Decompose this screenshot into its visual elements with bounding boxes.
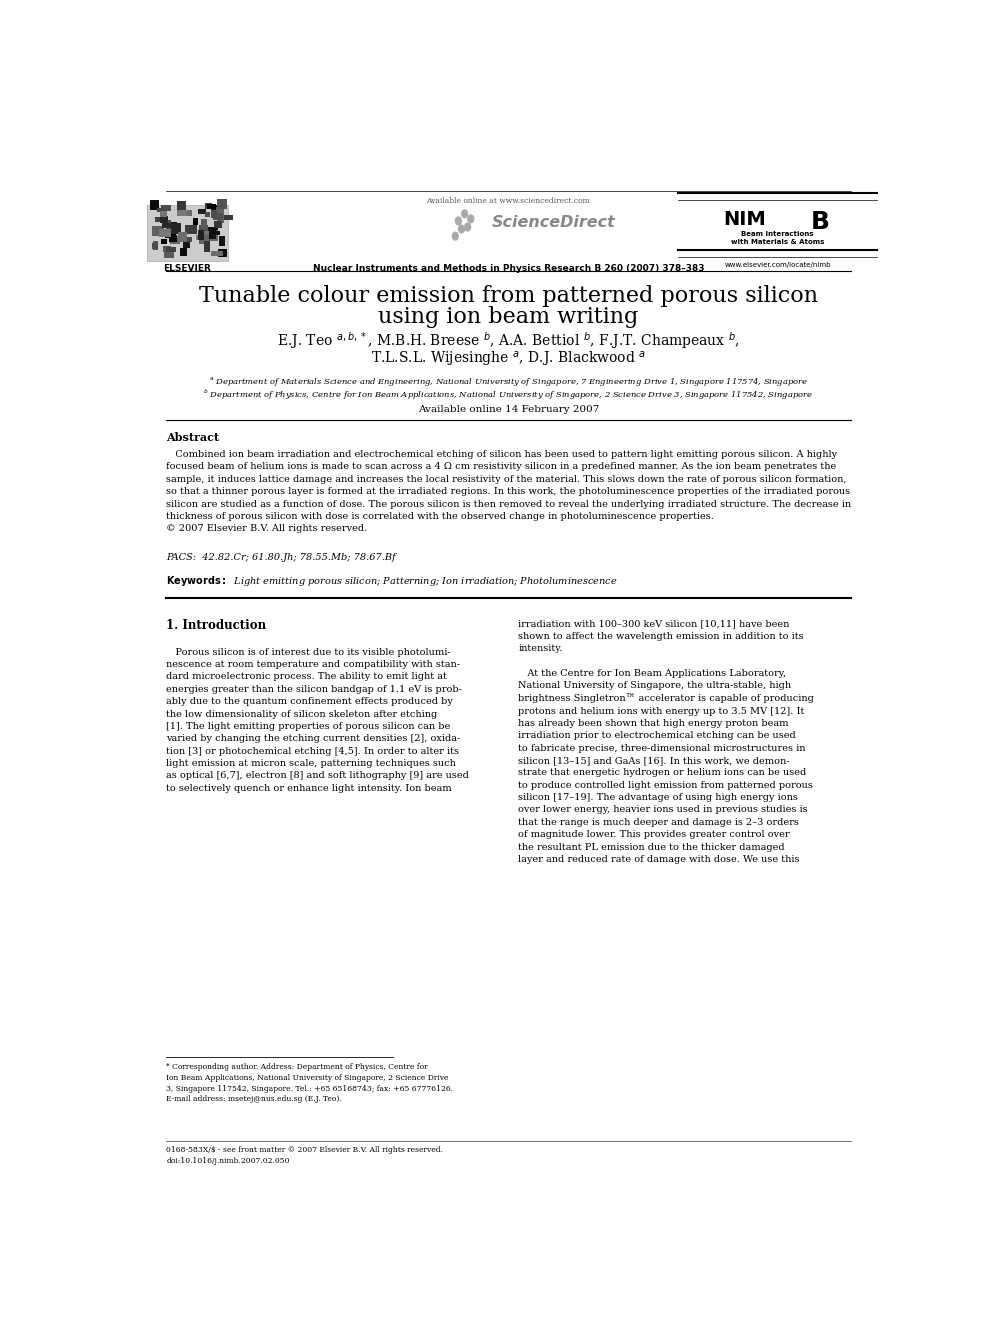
Text: $^{a}$ Department of Materials Science and Engineering, National University of S: $^{a}$ Department of Materials Science a… [208, 374, 808, 388]
Bar [198, 233, 209, 238]
Bar [204, 202, 212, 209]
Bar [217, 212, 224, 224]
Text: Nuclear Instruments and Methods in Physics Research B 260 (2007) 378–383: Nuclear Instruments and Methods in Physi… [312, 263, 704, 273]
Circle shape [452, 233, 458, 239]
Text: $^{b}$ Department of Physics, Centre for Ion Beam Applications, National Univers: $^{b}$ Department of Physics, Centre for… [203, 388, 813, 402]
Text: Tunable colour emission from patterned porous silicon: Tunable colour emission from patterned p… [199, 284, 817, 307]
Bar [162, 205, 171, 212]
Text: T.L.S.L. Wijesinghe $^{a}$, D.J. Blackwood $^{a}$: T.L.S.L. Wijesinghe $^{a}$, D.J. Blackwo… [371, 351, 646, 369]
Bar [164, 250, 175, 258]
Bar [183, 239, 189, 249]
Bar [161, 239, 167, 243]
Text: Beam Interactions: Beam Interactions [741, 232, 813, 237]
Bar [160, 212, 167, 217]
Bar [156, 217, 164, 222]
Bar [172, 222, 181, 234]
Bar [171, 222, 178, 233]
Bar [218, 249, 227, 258]
Circle shape [468, 216, 473, 222]
Text: with Materials & Atoms: with Materials & Atoms [731, 239, 824, 245]
Bar [197, 209, 205, 214]
Bar [160, 217, 168, 224]
Text: Abstract: Abstract [167, 431, 219, 443]
Bar [216, 198, 227, 209]
Text: NIM: NIM [724, 209, 767, 229]
Bar [205, 230, 218, 241]
Text: www.elsevier.com/locate/nimb: www.elsevier.com/locate/nimb [724, 262, 830, 267]
Text: * Corresponding author. Address: Department of Physics, Centre for
Ion Beam Appl: * Corresponding author. Address: Departm… [167, 1064, 453, 1103]
Bar [204, 213, 210, 217]
Bar [213, 213, 223, 220]
Bar [180, 249, 187, 257]
Bar [163, 246, 172, 251]
Bar [165, 232, 176, 238]
Bar [211, 210, 217, 218]
Bar [211, 251, 223, 255]
Text: irradiation with 100–300 keV silicon [10,11] have been
shown to affect the wavel: irradiation with 100–300 keV silicon [10… [519, 619, 814, 864]
Bar [182, 210, 191, 216]
Bar [177, 201, 186, 212]
Bar [219, 237, 225, 246]
Bar [153, 241, 158, 250]
Bar [202, 232, 209, 235]
Bar [199, 225, 208, 234]
Text: 0168-583X/$ - see front matter © 2007 Elsevier B.V. All rights reserved.
doi:10.: 0168-583X/$ - see front matter © 2007 El… [167, 1146, 443, 1164]
Text: using ion beam writing: using ion beam writing [378, 307, 639, 328]
Bar [199, 235, 209, 245]
Bar [164, 230, 169, 234]
Bar [209, 230, 220, 234]
Text: $\bf{Keywords:}$  Light emitting porous silicon; Patterning; Ion irradiation; Ph: $\bf{Keywords:}$ Light emitting porous s… [167, 574, 618, 589]
Bar [207, 228, 218, 237]
Bar [214, 221, 222, 228]
Bar [166, 247, 176, 251]
Bar [207, 204, 215, 209]
Bar [162, 222, 174, 228]
Circle shape [455, 217, 461, 225]
Bar [209, 230, 216, 239]
Circle shape [458, 225, 464, 233]
Bar [170, 235, 180, 243]
Bar [169, 234, 178, 242]
Bar [186, 237, 191, 242]
Bar [204, 241, 210, 251]
Bar [222, 214, 233, 220]
Text: Porous silicon is of interest due to its visible photolumi-
nescence at room tem: Porous silicon is of interest due to its… [167, 648, 469, 792]
Text: 1. Introduction: 1. Introduction [167, 619, 267, 632]
Bar [196, 235, 201, 241]
Bar [152, 226, 165, 237]
Text: E.J. Teo $^{a,b,*}$, M.B.H. Breese $^{b}$, A.A. Bettiol $^{b}$, F.J.T. Champeaux: E.J. Teo $^{a,b,*}$, M.B.H. Breese $^{b}… [277, 329, 740, 351]
Bar [190, 226, 197, 230]
Text: Available online 14 February 2007: Available online 14 February 2007 [418, 405, 599, 414]
Bar [186, 225, 197, 234]
Text: ELSEVIER: ELSEVIER [163, 263, 211, 273]
Text: Available online at www.sciencedirect.com: Available online at www.sciencedirect.co… [427, 197, 590, 205]
Bar [151, 200, 159, 210]
Bar [177, 210, 187, 217]
Text: B: B [810, 209, 829, 234]
Bar [215, 206, 224, 213]
Bar [152, 243, 159, 249]
Bar [198, 230, 203, 239]
Bar [201, 220, 207, 229]
Text: Combined ion beam irradiation and electrochemical etching of silicon has been us: Combined ion beam irradiation and electr… [167, 450, 851, 533]
Text: ScienceDirect: ScienceDirect [491, 216, 615, 230]
FancyBboxPatch shape [147, 205, 228, 261]
Circle shape [461, 210, 467, 218]
Bar [207, 230, 216, 235]
Bar [159, 229, 172, 237]
Bar [179, 232, 186, 242]
Bar [166, 221, 171, 230]
Bar [192, 218, 197, 225]
Bar [211, 205, 216, 213]
Bar [157, 208, 163, 212]
Circle shape [464, 224, 470, 232]
Text: PACS:  42.82.Cr; 61.80.Jh; 78.55.Mb; 78.67.Bf: PACS: 42.82.Cr; 61.80.Jh; 78.55.Mb; 78.6… [167, 553, 396, 562]
